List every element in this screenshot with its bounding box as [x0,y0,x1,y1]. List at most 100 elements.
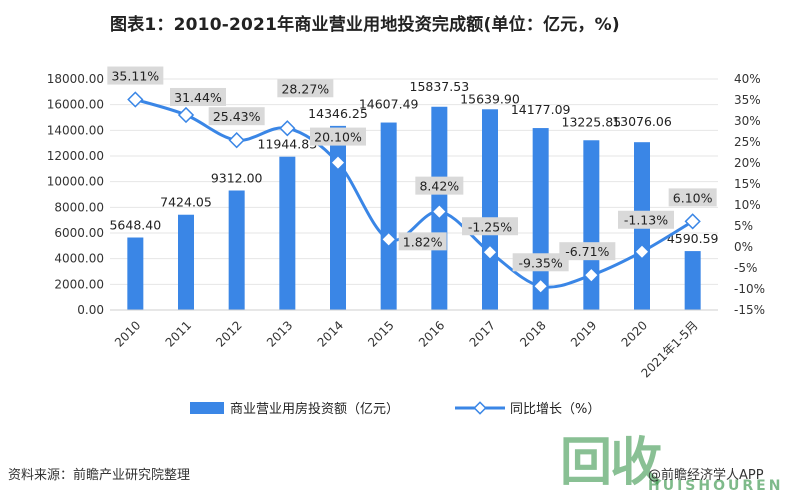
line-marker [329,154,347,171]
y-right-tick-label: 30% [734,114,761,128]
y-right-tick-label: -15% [734,303,765,317]
y-left-tick-label: 16000.00 [47,98,104,112]
legend-line-label: 同比增长（%） [510,402,600,417]
line-marker [583,267,600,284]
line-label-bg [277,79,334,98]
line-data-label: 35.11% [111,69,159,84]
x-axis: 2010 2011 2012 2013 2014 2015 2016 2017 2018 2019… [110,309,718,381]
line-marker [633,243,651,260]
x-tick-label: 2015 [365,318,396,349]
y-left-tick-label: 8000.00 [54,200,104,214]
line-label-bg [398,232,447,251]
line-marker [177,106,195,124]
y-axis-left: 0.00 2000.00 4000.00 6000.00 8000.00 10000.00… [47,72,104,317]
x-tick-label: 2011 [163,318,194,349]
y-left-tick-label: 14000.00 [47,123,104,137]
x-tick-label: 2016 [416,318,447,349]
line-data-label: -1.13% [624,213,668,228]
line-label-bg [415,176,464,195]
bar-data-label: 5648.40 [109,218,161,233]
bar-data-label: 14177.09 [511,102,571,117]
line-label-bg [618,210,674,229]
source-note: 资料来源：前瞻产业研究院整理 [8,468,191,483]
bar-data-label: 7424.05 [160,195,212,210]
y-right-tick-label: 0% [734,240,753,254]
legend-bar-swatch [190,402,224,414]
line-data-label: 25.43% [213,109,261,124]
y-right-tick-label: 25% [734,135,761,149]
y-right-tick-label: 10% [734,198,761,212]
y-left-tick-label: 10000.00 [47,175,104,189]
y-left-tick-label: 6000.00 [54,226,104,240]
line-label-bg [512,253,569,272]
y-right-tick-label: -5% [734,261,757,275]
bar [330,125,346,310]
x-tick-label: 2012 [213,318,244,349]
bar [380,122,397,311]
y-left-tick-label: 4000.00 [54,252,104,266]
line-label-bg [107,66,164,85]
bar [127,237,144,310]
chart-title: 图表1：2010-2021年商业营业用地投资完成额(单位：亿元，%) [110,15,620,35]
y-left-tick-label: 12000.00 [47,149,104,163]
x-tick-label: 2014 [315,318,346,349]
line-label-bg [559,242,616,261]
bar [228,190,245,310]
bar [482,109,498,310]
bar-data-label: 9312.00 [211,170,263,185]
y-left-tick-label: 0.00 [77,303,104,317]
line-label-bg [170,87,226,106]
credit-note: @前瞻经济学人APP [648,468,764,483]
watermark-logo: 回收 [560,433,662,493]
line-marker [431,203,448,220]
line-data-label: 20.10% [314,130,362,145]
x-tick-label: 2019 [568,318,599,349]
bar [583,140,600,310]
line-marker [228,132,245,149]
line-data-label: 1.82% [403,234,443,249]
bar [684,251,701,310]
legend-line-marker [473,401,487,415]
x-tick-label: 2017 [467,318,498,349]
line-marker [380,231,397,248]
bar-data-label: 15639.90 [460,91,520,106]
line-marker [481,244,499,261]
bar-data-labels: 5648.40 7424.05 9312.00 11944.83 14346.25146… [109,79,718,246]
bar-series [127,106,701,311]
line-data-label: 28.27% [281,81,329,96]
watermark-text: HUISHOUREN [648,478,784,494]
line-label-bg [310,127,366,146]
bar-data-label: 13225.85 [562,114,622,129]
line-series: 35.11% 31.44% 25.43% 28.27% 20.10% 1.82% 8.42%… [107,66,717,295]
line-label-bg [208,107,265,126]
line-marker [127,91,144,108]
line-marker [279,120,296,137]
y-axis-right: -15% -10% -5% 0% 5% 10% 15% 20% 25% 30% 35% 40% [734,72,765,317]
bar [178,214,194,310]
bar-data-label: 15837.53 [410,79,470,94]
y-right-tick-label: 35% [734,93,761,107]
y-left-tick-label: 18000.00 [47,72,104,86]
x-tick-label: 2013 [264,318,295,349]
y-right-tick-label: 20% [734,156,761,170]
line-data-label: 31.44% [174,90,222,105]
line-data-label: -6.71% [565,244,609,259]
line-data-label: -1.25% [468,219,512,234]
line-data-label: -9.35% [519,255,563,270]
y-right-tick-label: 40% [734,72,761,86]
y-right-tick-label: 5% [734,219,753,233]
x-tick-label: 2010 [112,318,143,349]
bar-data-label: 14607.49 [359,97,419,112]
bar-data-label: 13076.06 [612,114,672,129]
legend-bar-label: 商业营业用房投资额（亿元） [230,401,399,417]
y-right-tick-label: -10% [734,282,765,296]
line-label-bg [668,188,717,207]
y-left-tick-label: 2000.00 [54,277,104,291]
bar-data-label: 11944.83 [258,137,318,152]
x-tick-label: 2018 [517,318,548,349]
line-marker [532,278,549,295]
bar [279,156,296,310]
x-tick-label: 2020 [619,318,650,349]
bar-data-label: 4590.59 [667,231,719,246]
